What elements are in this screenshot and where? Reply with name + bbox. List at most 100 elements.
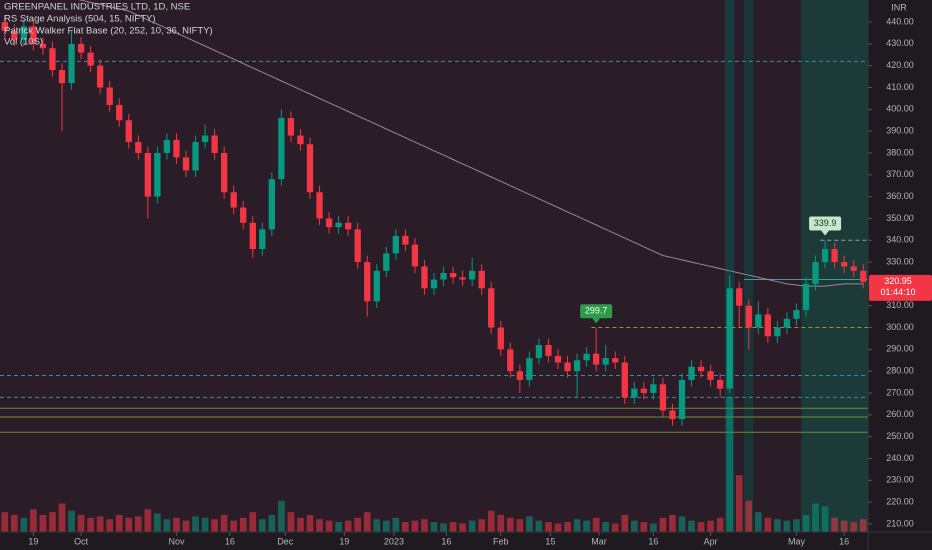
- candle-body: [449, 272, 457, 278]
- volume-bar: [230, 520, 238, 532]
- candle-body: [535, 344, 543, 359]
- indicator-label: Patrick Walker Flat Base (20, 252, 10, 3…: [4, 26, 213, 37]
- volume-bar: [707, 520, 714, 532]
- price-callout-label: 299.7: [585, 306, 608, 316]
- currency-label: INR: [891, 2, 907, 12]
- y-tick-label: 240.00: [886, 453, 914, 463]
- candle-body: [268, 179, 275, 230]
- x-tick-label: 16: [225, 536, 235, 546]
- candle-body: [77, 43, 85, 53]
- volume-bar: [87, 517, 94, 532]
- moving-average: [77, 0, 864, 287]
- volume-bar: [325, 520, 333, 532]
- volume-bar: [211, 519, 218, 532]
- candle-body: [249, 222, 256, 249]
- volume-bar: [201, 517, 209, 532]
- volume-bar: [20, 517, 28, 532]
- volume-bar: [1, 512, 9, 532]
- volume-bar: [764, 517, 772, 532]
- y-tick-label: 330.00: [886, 256, 914, 266]
- x-tick-label: Nov: [168, 536, 185, 546]
- y-tick-label: 420.00: [886, 60, 914, 70]
- candle-body: [764, 314, 771, 337]
- candle-body: [554, 355, 562, 363]
- candle-body: [659, 384, 667, 411]
- x-tick-label: 2023: [384, 536, 404, 546]
- candle-body: [316, 192, 323, 219]
- volume-bar: [745, 500, 753, 532]
- volume-bar: [821, 506, 829, 532]
- volume-bar: [134, 516, 142, 532]
- x-tick-label: 16: [648, 536, 658, 546]
- volume-bar: [287, 512, 295, 532]
- volume-bar: [716, 517, 724, 532]
- candle-body: [650, 384, 657, 393]
- volume-bar: [335, 522, 342, 532]
- y-tick-label: 390.00: [886, 126, 914, 136]
- y-tick-label: 220.00: [886, 496, 914, 506]
- candle-body: [755, 314, 762, 328]
- volume-bar: [506, 517, 514, 532]
- x-tick-label: May: [788, 536, 806, 546]
- candle-body: [612, 358, 619, 363]
- candle-body: [11, 30, 18, 40]
- candle-body: [230, 192, 237, 208]
- volume-bar: [659, 517, 667, 532]
- volume-bar: [726, 397, 734, 532]
- volume-bar: [669, 514, 676, 532]
- y-tick-label: 370.00: [886, 169, 914, 179]
- candle-body: [678, 379, 686, 420]
- candle-body: [182, 157, 190, 171]
- volume-bar: [392, 517, 400, 532]
- volume-bar: [58, 503, 66, 532]
- candle-body: [793, 310, 800, 319]
- y-tick-label: 340.00: [886, 235, 914, 245]
- candle-body: [306, 144, 314, 193]
- candle-body: [459, 277, 466, 280]
- candle-body: [335, 222, 342, 228]
- volume-bar: [306, 514, 314, 532]
- y-tick-label: 310.00: [886, 300, 914, 310]
- candle-body: [850, 266, 857, 271]
- volume-bar: [850, 522, 858, 532]
- candle-body: [325, 218, 333, 228]
- candle-body: [345, 222, 352, 230]
- volume-bar: [640, 522, 648, 532]
- candle-body: [402, 235, 409, 245]
- volume-bar: [697, 522, 705, 532]
- x-tick-label: Apr: [704, 536, 718, 546]
- price-callout-pointer: [592, 318, 601, 324]
- volume-bar: [831, 517, 838, 532]
- candle-body: [526, 358, 533, 380]
- volume-bar: [487, 510, 495, 532]
- candle-body: [411, 244, 419, 267]
- volume-bar: [125, 517, 133, 532]
- volume-bar: [688, 520, 695, 532]
- candle-body: [688, 366, 695, 380]
- x-tick-label: Dec: [277, 536, 294, 546]
- y-tick-label: 230.00: [886, 475, 914, 485]
- volume-bar: [783, 520, 791, 532]
- candle-body: [30, 26, 37, 44]
- volume-bar: [297, 517, 304, 532]
- candle-body: [488, 288, 495, 328]
- candle-body: [478, 270, 485, 289]
- volume-bar: [39, 514, 47, 532]
- candle-body: [135, 142, 142, 153]
- volume-bar: [535, 520, 543, 532]
- volume-bar: [840, 520, 848, 532]
- volume-bar: [258, 519, 266, 532]
- candle-body: [49, 48, 56, 71]
- volume-bar: [363, 512, 371, 532]
- volume-bar: [10, 514, 18, 532]
- volume-bar: [106, 519, 114, 532]
- candle-body: [745, 305, 752, 328]
- volume-bar: [440, 523, 447, 532]
- candle-body: [144, 152, 151, 197]
- y-tick-label: 300.00: [886, 322, 914, 332]
- candle-body: [201, 135, 209, 143]
- volume-bar: [96, 516, 104, 532]
- volume-bar: [77, 514, 85, 532]
- candle-body: [583, 353, 590, 361]
- y-tick-label: 410.00: [886, 82, 914, 92]
